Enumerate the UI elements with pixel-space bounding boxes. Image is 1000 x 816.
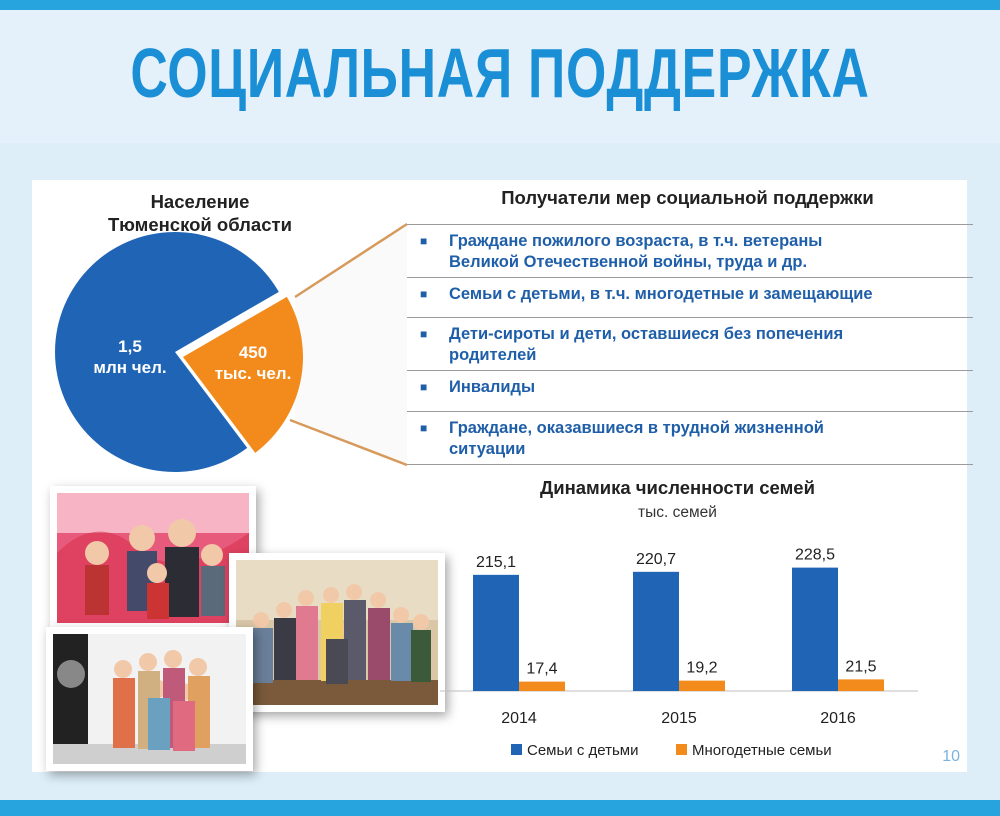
page-number: 10 [942, 748, 960, 765]
callout-wedge [295, 224, 407, 465]
recipients-item-line2: родителей [449, 346, 537, 364]
bottom-stripe [0, 800, 1000, 816]
bar-2016-families [792, 567, 838, 691]
recipients-item: ■ Граждане, оказавшиеся в трудной жизнен… [407, 412, 973, 465]
recipients-item-line1: Дети-сироты и дети, оставшиеся без попеч… [449, 325, 844, 343]
family-photo-3 [46, 627, 253, 771]
callout-line-lower [289, 418, 408, 467]
recipients-item-line1: Семьи с детьми, в т.ч. многодетные и зам… [449, 285, 873, 303]
bullet-icon: ■ [420, 380, 428, 394]
data-label: 220,7 [636, 551, 676, 568]
bar-2016-large-families [838, 679, 884, 691]
callout-line-upper [294, 222, 408, 299]
top-stripe [0, 0, 1000, 10]
recipients-item: ■ Семьи с детьми, в т.ч. многодетные и з… [407, 278, 973, 318]
bar-2014-families [473, 574, 519, 691]
x-tick-label: 2016 [820, 710, 856, 727]
bar-2014-large-families [519, 681, 565, 691]
bullet-icon: ■ [420, 234, 428, 248]
bar-2015-families [633, 571, 679, 691]
pie-label-recipients-unit: тыс. чел. [214, 364, 292, 383]
recipients-item-line1: Граждане, оказавшиеся в трудной жизненно… [449, 419, 824, 437]
pie-slice-population [55, 231, 279, 472]
data-label: 19,2 [686, 660, 717, 677]
x-tick-label: 2015 [661, 710, 697, 727]
chart-subtitle: тыс. семей [638, 504, 717, 521]
population-title-line1: Население [150, 191, 250, 212]
pie-label-recipients-value: 450 [238, 343, 268, 362]
bullet-icon: ■ [420, 287, 428, 301]
family-photo-2 [229, 553, 445, 712]
data-label: 215,1 [476, 554, 516, 571]
recipients-item: ■ Инвалиды [407, 371, 973, 412]
pie-slice-recipients [183, 296, 303, 453]
legend-label: Многодетные семьи [692, 742, 832, 759]
recipients-list: ■ Граждане пожилого возраста, в т.ч. вет… [407, 224, 973, 465]
recipients-item: ■ Граждане пожилого возраста, в т.ч. вет… [407, 225, 973, 278]
legend-swatch [676, 744, 687, 755]
data-label: 21,5 [845, 658, 876, 675]
bullet-icon: ■ [420, 327, 428, 341]
pie-label-recipients: 450 тыс. чел. [203, 342, 303, 384]
population-title: Население Тюменской области [70, 190, 330, 236]
family-photo-1 [50, 486, 256, 630]
recipients-item: ■ Дети-сироты и дети, оставшиеся без поп… [407, 318, 973, 371]
recipients-item-line1: Инвалиды [449, 378, 536, 396]
population-title-line2: Тюменской области [108, 214, 292, 235]
recipients-item-line1: Граждане пожилого возраста, в т.ч. ветер… [449, 232, 823, 250]
data-label: 17,4 [526, 661, 557, 678]
x-tick-label: 2014 [501, 710, 537, 727]
data-label: 228,5 [795, 547, 835, 564]
legend-label: Семьи с детьми [527, 742, 639, 759]
header-band [0, 10, 1000, 143]
chart-title: Динамика численности семей [540, 477, 815, 498]
pie-label-population-unit: млн чел. [93, 358, 167, 377]
legend-swatch [511, 744, 522, 755]
bar-2015-large-families [679, 680, 725, 691]
pie-label-population: 1,5 млн чел. [75, 336, 185, 378]
bullet-icon: ■ [420, 421, 428, 435]
pie-label-population-value: 1,5 [118, 337, 142, 356]
recipients-item-line2: ситуации [449, 440, 526, 458]
recipients-title: Получатели мер социальной поддержки [501, 187, 874, 208]
recipients-item-line2: Великой Отечественной войны, труда и др. [449, 253, 808, 271]
page-title: СОЦИАЛЬНАЯ ПОДДЕРЖКА [130, 34, 870, 112]
